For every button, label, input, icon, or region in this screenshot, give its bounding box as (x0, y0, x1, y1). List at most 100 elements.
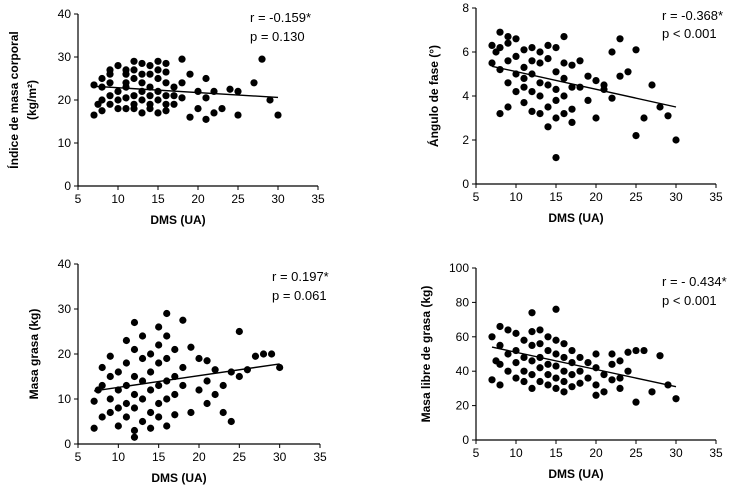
data-point (202, 94, 210, 102)
data-point (171, 411, 179, 419)
data-point (122, 359, 130, 367)
data-point (528, 384, 536, 392)
data-point (122, 413, 130, 421)
data-point (106, 395, 114, 403)
x-tick-label: 15 (151, 192, 165, 206)
data-point (552, 374, 560, 382)
data-point (155, 341, 163, 349)
data-point (106, 352, 114, 360)
data-point (544, 55, 552, 63)
data-point (146, 62, 154, 70)
y-axis-label: (kg/m²) (25, 80, 39, 120)
data-point (170, 92, 178, 100)
data-point (147, 368, 155, 376)
data-point (178, 79, 186, 87)
data-point (552, 305, 560, 313)
data-point (656, 103, 664, 111)
data-point (163, 354, 171, 363)
data-point (186, 113, 194, 121)
data-point (544, 371, 552, 379)
data-point (154, 74, 162, 83)
data-point (544, 346, 552, 355)
data-point (218, 105, 226, 113)
data-point (187, 343, 195, 351)
y-axis-label: Ángulo de fase (°) (426, 45, 441, 147)
data-point (154, 57, 162, 65)
data-point (600, 81, 608, 89)
data-point (504, 79, 512, 87)
data-point (536, 326, 544, 334)
data-point (227, 417, 235, 426)
data-point (504, 326, 512, 334)
data-point (600, 388, 608, 396)
data-point (576, 353, 584, 362)
data-point (210, 109, 218, 117)
data-point (163, 332, 171, 340)
data-point (632, 46, 640, 54)
data-point (584, 96, 592, 104)
data-point (122, 70, 130, 78)
data-point (194, 87, 202, 95)
data-point (266, 96, 274, 104)
data-point (552, 68, 560, 76)
x-axis-label: DMS (UA) (548, 467, 603, 481)
data-point (138, 377, 147, 385)
p-value: p < 0.001 (662, 293, 717, 308)
data-point (568, 346, 576, 355)
data-point (568, 118, 576, 126)
data-point (608, 376, 616, 384)
data-point (122, 336, 130, 345)
data-point (114, 87, 122, 95)
data-point (179, 316, 187, 324)
data-point (576, 379, 584, 387)
data-point (560, 353, 568, 362)
data-point (512, 52, 520, 61)
y-tick-label: 10 (58, 136, 72, 150)
data-point (536, 340, 544, 348)
data-point (544, 81, 552, 89)
data-point (106, 92, 114, 100)
y-tick-label: 30 (58, 302, 72, 316)
data-point (552, 362, 560, 370)
y-axis-label: Índice de masa corporal (6, 31, 21, 168)
data-point (155, 381, 163, 390)
data-point (488, 333, 496, 341)
data-point (488, 376, 496, 384)
data-point (624, 348, 632, 356)
y-tick-label: 8 (462, 1, 469, 15)
data-point (608, 350, 616, 358)
data-point (496, 381, 504, 389)
data-point (536, 48, 544, 56)
data-point (520, 99, 528, 107)
data-point (536, 59, 544, 67)
data-point (154, 66, 162, 74)
data-point (560, 110, 568, 118)
data-point (130, 345, 139, 354)
data-point (235, 372, 243, 381)
data-point (624, 68, 632, 76)
data-point (608, 94, 616, 102)
data-point (520, 63, 528, 71)
data-point (592, 77, 600, 85)
x-tick-label: 30 (271, 192, 285, 206)
data-point (163, 309, 171, 318)
data-point (640, 114, 648, 122)
data-point (90, 111, 98, 119)
data-point (90, 397, 98, 405)
correlation-coefficient: r = - 0.434* (662, 274, 727, 289)
data-point (504, 33, 512, 41)
regression-line (491, 346, 677, 388)
y-tick-label: 30 (58, 50, 72, 64)
data-point (147, 350, 155, 358)
y-tick-label: 0 (462, 433, 469, 447)
data-point (179, 381, 187, 390)
data-point (98, 381, 106, 390)
data-point (552, 336, 560, 344)
data-point (138, 96, 146, 104)
x-tick-label: 10 (509, 446, 523, 460)
data-point (130, 100, 138, 108)
data-point (162, 68, 170, 76)
data-point (560, 340, 568, 348)
data-point (616, 35, 624, 43)
data-point (544, 41, 552, 50)
